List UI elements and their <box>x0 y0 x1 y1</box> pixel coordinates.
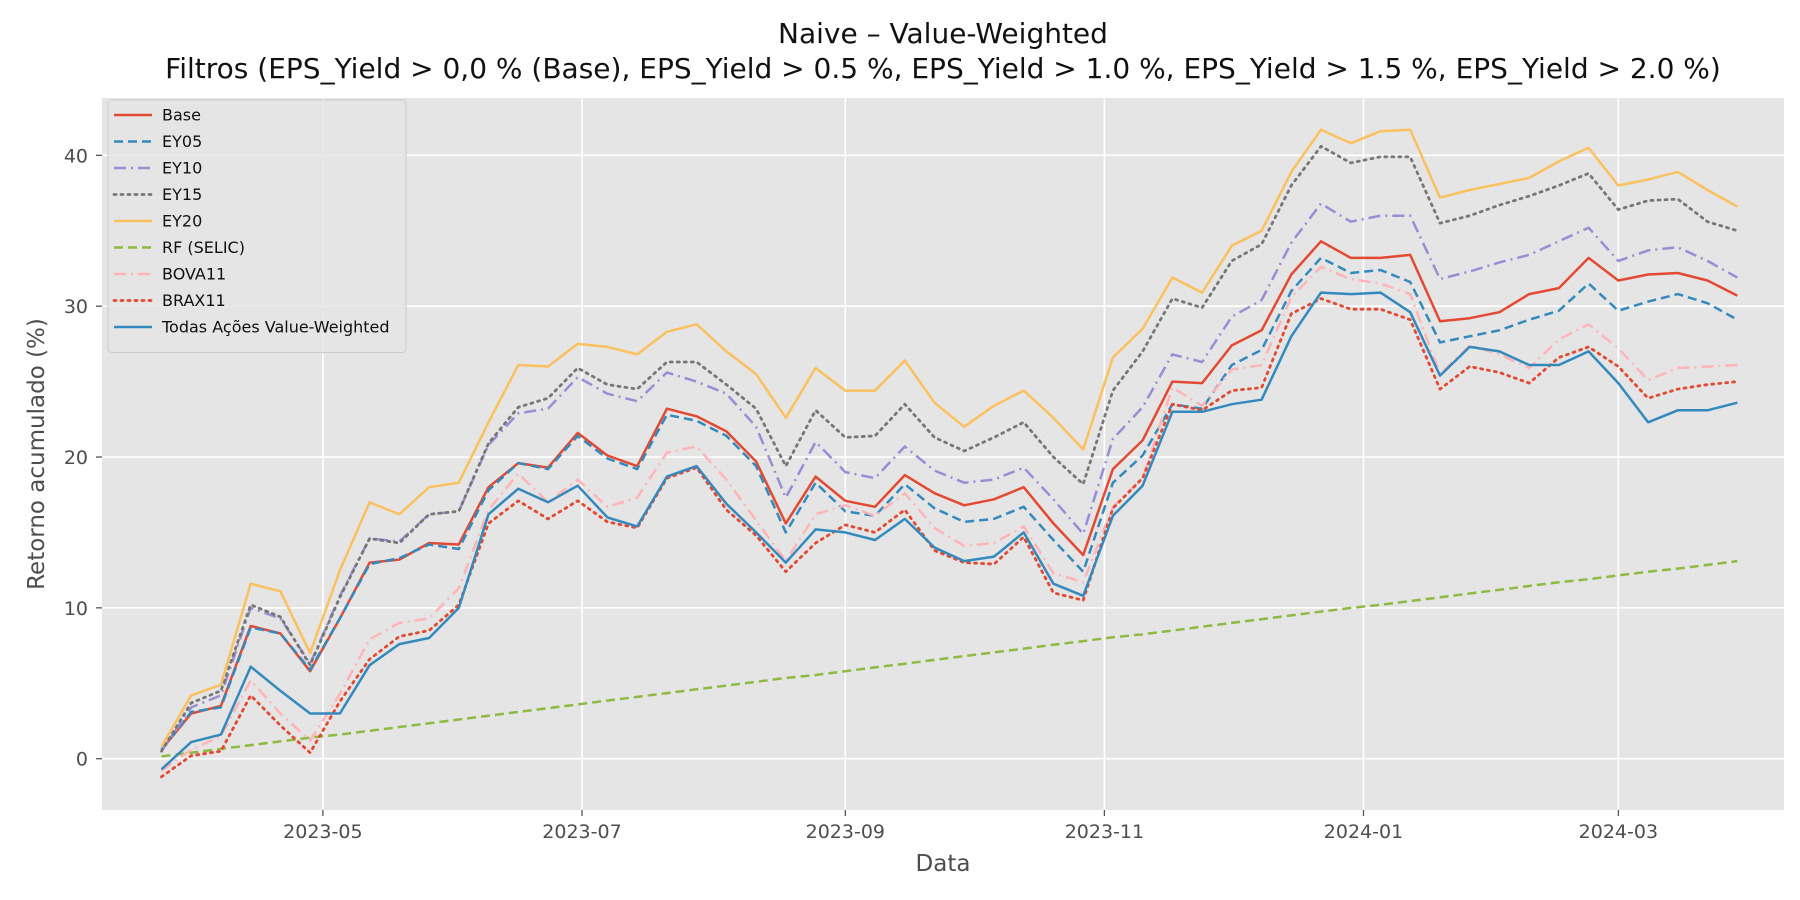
chart-title: Naive – Value-Weighted <box>778 17 1108 50</box>
x-axis-ticks: 2023-05 2023-07 2023-09 2023-11 2024-01 2024-… <box>283 810 1658 843</box>
y-axis-label: Retorno acumulado (%) <box>24 318 50 590</box>
y-tick-label: 0 <box>76 749 88 771</box>
legend-label: BOVA11 <box>162 265 226 284</box>
x-tick-label: 2024-01 <box>1324 821 1403 843</box>
legend-label: EY20 <box>162 212 202 231</box>
legend-box <box>107 99 407 353</box>
y-axis-ticks: 0 10 20 30 40 <box>64 145 102 771</box>
legend-label: Base <box>162 106 201 125</box>
legend-label: BRAX11 <box>162 291 226 310</box>
series-line-5 <box>161 559 1738 758</box>
y-tick-label: 20 <box>64 447 88 469</box>
series-line-2 <box>160 202 1738 752</box>
series-line-3 <box>160 144 1739 753</box>
series-line-0 <box>160 240 1738 751</box>
x-tick-label: 2023-11 <box>1065 821 1144 843</box>
legend-label: EY05 <box>162 132 202 151</box>
x-axis-label: Data <box>916 851 971 877</box>
chart-subtitle: Filtros (EPS_Yield > 0,0 % (Base), EPS_Y… <box>165 52 1721 85</box>
series-line-4 <box>160 128 1738 748</box>
y-tick-label: 10 <box>64 598 88 620</box>
legend-label: Todas Ações Value-Weighted <box>161 318 390 337</box>
legend-label: EY15 <box>162 185 202 204</box>
legend-label: RF (SELIC) <box>162 238 245 257</box>
x-tick-label: 2023-05 <box>283 821 362 843</box>
series-line-7 <box>160 297 1739 779</box>
y-tick-label: 40 <box>64 145 88 167</box>
x-tick-label: 2023-07 <box>542 821 621 843</box>
x-tick-label: 2024-03 <box>1579 821 1658 843</box>
legend-label: EY10 <box>162 159 202 178</box>
legend: Base EY05 EY10 EY15 EY20 RF (SELIC) BOVA11 BRAX… <box>107 99 407 353</box>
y-tick-label: 30 <box>64 296 88 318</box>
x-tick-label: 2023-09 <box>806 821 885 843</box>
series-line-8 <box>160 291 1738 771</box>
series-lines <box>160 128 1739 779</box>
